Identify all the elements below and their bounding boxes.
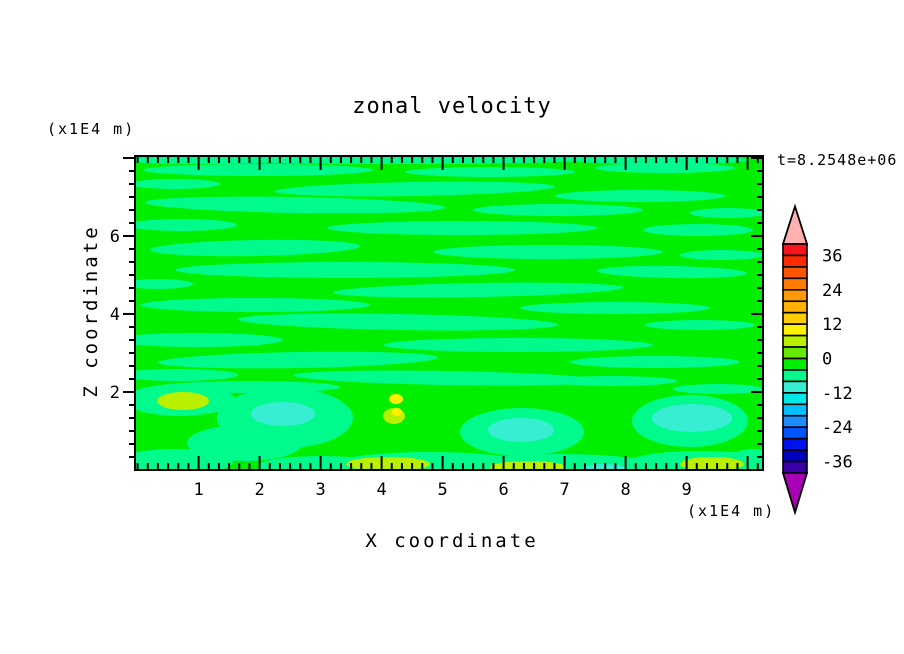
colorbar-cell bbox=[782, 311, 808, 325]
contour-blob-spring bbox=[673, 384, 763, 394]
contour-blob-greenyellow bbox=[346, 457, 430, 470]
colorbar-cell bbox=[782, 323, 808, 337]
colorbar-label: 0 bbox=[822, 350, 832, 370]
contour-blob-spring bbox=[135, 279, 193, 289]
colorbar-label: -36 bbox=[822, 453, 853, 473]
contour-blob-spring bbox=[293, 370, 603, 386]
colorbar-cell bbox=[782, 369, 808, 383]
y-tick-label: 2 bbox=[110, 383, 120, 403]
colorbar-cell bbox=[782, 392, 808, 406]
x-tick-label: 9 bbox=[681, 480, 691, 500]
colorbar-cell bbox=[782, 300, 808, 314]
colorbar-label: -24 bbox=[822, 418, 853, 438]
x-tick-label: 7 bbox=[559, 480, 569, 500]
contour-blob-spring bbox=[570, 156, 750, 164]
x-tick-label: 6 bbox=[498, 480, 508, 500]
contour-blob-spring bbox=[145, 196, 445, 214]
contour-blob-spring bbox=[433, 245, 663, 259]
x-tick-label: 5 bbox=[437, 480, 447, 500]
colorbar-cell bbox=[782, 460, 808, 474]
contour-blob-spring bbox=[547, 376, 677, 386]
contour-blob-spring bbox=[135, 219, 237, 231]
timestamp-label: t=8.2548e+06 bbox=[777, 151, 897, 169]
contour-blob-spring bbox=[333, 282, 623, 298]
contour-blob-greenyellow bbox=[680, 457, 744, 470]
contour-blob-spring bbox=[570, 356, 740, 368]
colorbar-cell bbox=[782, 403, 808, 417]
colorbar-cell bbox=[782, 426, 808, 440]
x-tick-label: 3 bbox=[315, 480, 325, 500]
contour-blob-spring bbox=[135, 156, 280, 164]
contour-blob-spring bbox=[238, 313, 558, 331]
colorbar-arrow-down bbox=[781, 472, 809, 516]
contour-blob-spring bbox=[327, 221, 597, 235]
colorbar-arrow-up bbox=[781, 203, 809, 245]
colorbar-label: -12 bbox=[822, 384, 853, 404]
contour-blob-spring bbox=[135, 179, 220, 189]
contour-field bbox=[135, 156, 763, 470]
y-axis-unit-label: (x1E4 m) bbox=[47, 120, 135, 138]
colorbar-cell bbox=[782, 437, 808, 451]
y-tick-label: 6 bbox=[110, 227, 120, 247]
contour-blob-spring bbox=[135, 333, 283, 347]
colorbar-cell bbox=[782, 266, 808, 280]
colorbar-cell bbox=[782, 449, 808, 463]
colorbar-label: 24 bbox=[822, 281, 842, 301]
contour-blob-spring bbox=[275, 181, 555, 197]
contour-blob-spring bbox=[187, 425, 303, 461]
contour-blob-greenyellow bbox=[157, 392, 209, 410]
contour-blob-greenyellow bbox=[490, 461, 566, 470]
y-axis-title: Z coordinate bbox=[80, 224, 102, 397]
colorbar-cell bbox=[782, 346, 808, 360]
contour-blob-spring bbox=[405, 167, 575, 177]
x-tick-label: 4 bbox=[376, 480, 386, 500]
contour-blob-turquoise bbox=[251, 402, 315, 426]
contour-blob-yellow bbox=[392, 408, 402, 416]
contour-blob-spring bbox=[595, 163, 735, 173]
x-tick-label: 1 bbox=[193, 480, 203, 500]
contour-blob-spring bbox=[597, 265, 747, 279]
contour-blob-spring bbox=[555, 190, 725, 202]
colorbar-cell bbox=[782, 277, 808, 291]
contour-blob-yellow bbox=[389, 394, 403, 404]
contour-blob-turquoise bbox=[652, 404, 732, 432]
contour-blob-turquoise bbox=[488, 418, 554, 442]
contour-blob-spring bbox=[150, 239, 360, 257]
x-axis-unit-label: (x1E4 m) bbox=[687, 502, 775, 520]
colorbar-cell bbox=[782, 380, 808, 394]
contour-blob-spring bbox=[175, 262, 515, 278]
y-tick-label: 4 bbox=[110, 305, 120, 325]
contour-blob-spring bbox=[690, 208, 763, 218]
contour-blob-spring bbox=[520, 302, 710, 314]
colorbar-cell bbox=[782, 357, 808, 371]
colorbar-cell bbox=[782, 243, 808, 257]
colorbar-label: 12 bbox=[822, 315, 842, 335]
x-axis-title: X coordinate bbox=[365, 530, 538, 552]
colorbar-cell bbox=[782, 334, 808, 348]
contour-blob-spring bbox=[680, 250, 763, 260]
contour-blob-spring bbox=[158, 351, 438, 369]
x-tick-label: 2 bbox=[254, 480, 264, 500]
contour-blob-spring bbox=[143, 164, 373, 176]
contour-blob-spring bbox=[135, 369, 238, 381]
x-tick-label: 8 bbox=[620, 480, 630, 500]
contour-blob-spring bbox=[645, 320, 755, 330]
contour-blob-spring bbox=[383, 338, 653, 352]
contour-blob-spring bbox=[473, 204, 643, 216]
colorbar-cell bbox=[782, 414, 808, 428]
contour-blob-spring bbox=[643, 224, 753, 236]
colorbar-cell bbox=[782, 288, 808, 303]
contour-blob-spring bbox=[140, 298, 370, 312]
colorbar-label: 36 bbox=[822, 246, 842, 266]
plot-title: zonal velocity bbox=[352, 94, 551, 119]
colorbar-cell bbox=[782, 254, 808, 268]
